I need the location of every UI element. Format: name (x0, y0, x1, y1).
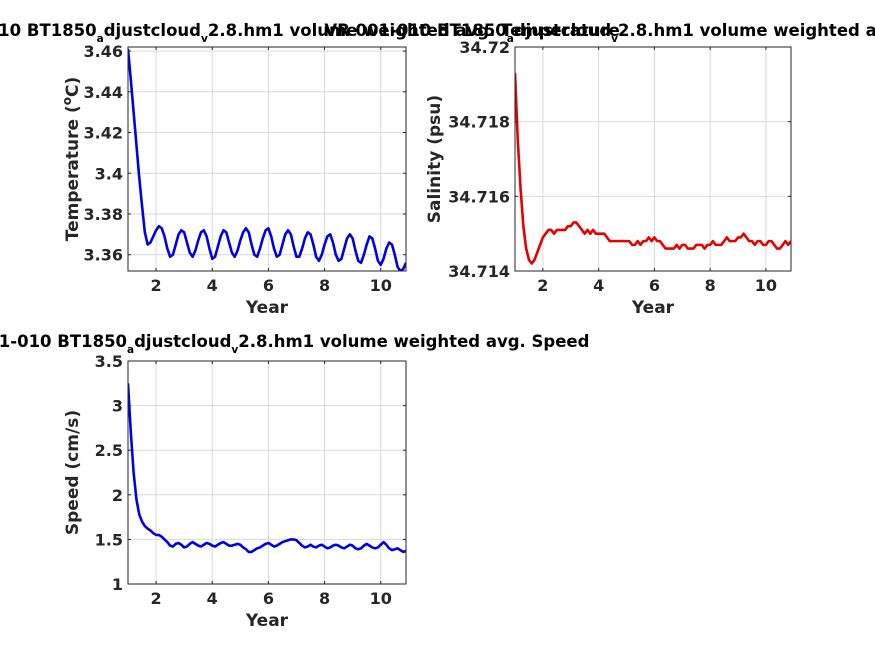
y-axis-label: Temperature (oC) (60, 77, 83, 241)
x-tick-label: 6 (649, 276, 660, 295)
x-tick-label: 6 (263, 276, 274, 295)
y-tick-label: 3.38 (84, 205, 123, 224)
y-tick-label: 3.42 (84, 124, 123, 143)
y-tick-label: 2 (112, 486, 123, 505)
x-tick-label: 2 (537, 276, 548, 295)
plot-area (128, 47, 406, 271)
chart-title: VR 001-010 BT1850adjustcloudv2.8.hm1 vol… (0, 332, 589, 356)
chart-title: VR 001-010 BT1850adjustcloudv2.8.hm1 vol… (0, 21, 620, 45)
x-tick-label: 6 (263, 589, 274, 608)
x-tick-label: 8 (319, 276, 330, 295)
y-tick-label: 34.72 (459, 38, 510, 57)
series-line-1 (128, 383, 406, 554)
y-tick-label: 3.36 (84, 246, 123, 265)
x-tick-label: 4 (207, 276, 218, 295)
x-tick-label: 10 (370, 589, 392, 608)
y-tick-label: 34.718 (448, 113, 510, 132)
plot-area (128, 361, 406, 584)
x-tick-label: 4 (207, 589, 218, 608)
y-tick-label: 3.4 (95, 164, 123, 183)
chart-panel-3: 2 4 6 8 10 1 1.5 2 2.5 3 3.5 Year Speed (cm/s) VR 001… (0, 332, 589, 631)
x-axis-label: Year (631, 298, 675, 318)
y-tick-label: 3.44 (84, 83, 123, 102)
y-axis-label: Speed (cm/s) (63, 410, 83, 535)
chart-title: VR 001-010 BT1850adjustcloudv2.8.hm1 vol… (324, 21, 875, 45)
y-tick-label: 3.5 (95, 352, 123, 371)
x-tick-label: 4 (593, 276, 604, 295)
chart-panel-2: 2 4 6 8 10 34.714 34.716 34.718 34.72 Year Salinit… (324, 21, 875, 318)
axes-box (127, 46, 407, 272)
x-tick-label: 2 (151, 589, 162, 608)
y-tick-label: 3.46 (84, 42, 123, 61)
axes-box (127, 360, 407, 585)
y-tick-label: 1 (112, 575, 123, 594)
y-tick-label: 34.714 (448, 262, 510, 281)
x-tick-label: 8 (319, 589, 330, 608)
x-tick-label: 8 (705, 276, 716, 295)
series-line-1 (515, 73, 791, 265)
series-line-1 (128, 48, 406, 271)
y-tick-label: 1.5 (95, 530, 123, 549)
y-tick-label: 3 (112, 397, 123, 416)
x-tick-label: 10 (370, 276, 392, 295)
x-tick-label: 10 (755, 276, 777, 295)
x-axis-label: Year (245, 611, 289, 631)
y-tick-label: 2.5 (95, 441, 123, 460)
y-axis-label: Salinity (psu) (425, 95, 445, 223)
chart-panel-1: 2 4 6 8 10 3.36 3.38 3.4 3.42 3.44 3.46 Year Tempera… (0, 21, 620, 318)
x-tick-label: 2 (151, 276, 162, 295)
axes-box (514, 46, 792, 272)
x-axis-label: Year (245, 298, 289, 318)
y-tick-label: 34.716 (448, 187, 510, 206)
